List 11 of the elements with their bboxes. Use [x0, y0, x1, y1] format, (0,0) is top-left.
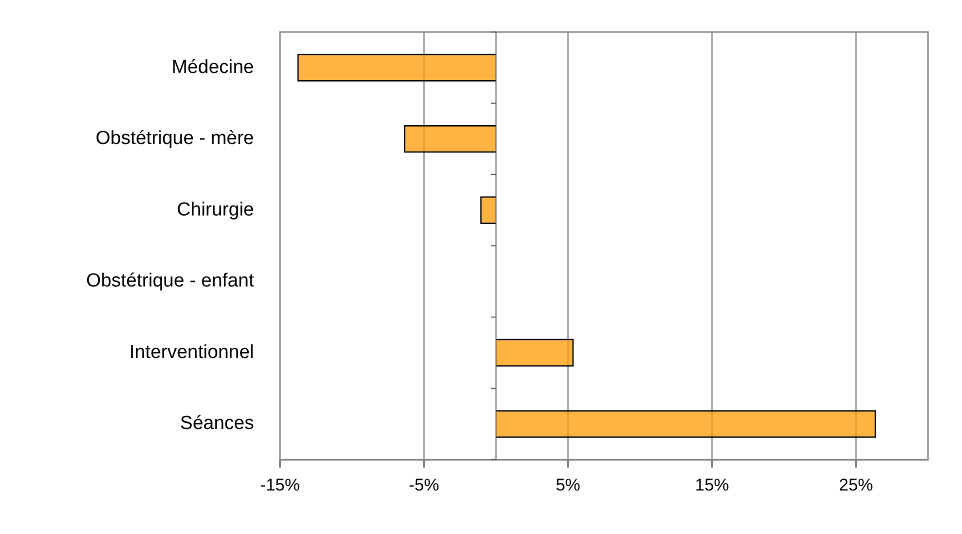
x-tick-label: -5% [408, 475, 440, 494]
y-tick-label: Chirurgie [176, 199, 254, 220]
x-tick-label: 5% [556, 475, 580, 494]
y-tick-label: Obstétrique - enfant [86, 270, 255, 292]
y-tick-label: Médecine [172, 56, 254, 78]
y-tick-label: Interventionnel [129, 342, 254, 363]
x-tick-label: -15% [260, 475, 300, 494]
y-tick-label: Séances [180, 413, 254, 434]
x-tick-label: 25% [838, 475, 874, 494]
y-tick-label: Obstétrique - mère [96, 128, 254, 150]
x-tick-label: 15% [694, 475, 730, 494]
